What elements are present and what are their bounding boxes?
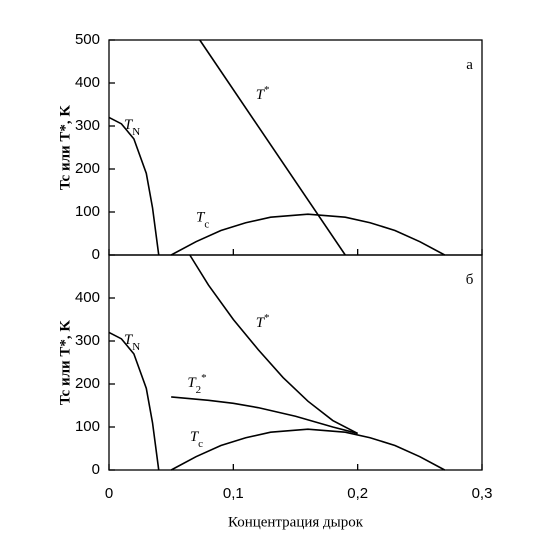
curve xyxy=(189,254,359,435)
curve xyxy=(170,213,446,256)
x-axis-label: Концентрация дырок xyxy=(228,514,364,530)
y-tick-label: 0 xyxy=(92,461,100,478)
curve xyxy=(108,116,160,256)
y-tick-label: 400 xyxy=(75,74,100,91)
y-axis-label: Tc или T*, K xyxy=(57,320,73,405)
y-tick-label: 200 xyxy=(75,375,100,392)
curve xyxy=(108,331,160,471)
y-tick-label: 0 xyxy=(92,246,100,263)
series-label: T* xyxy=(256,311,270,331)
y-tick-label: 300 xyxy=(75,117,100,134)
y-tick-label: 100 xyxy=(75,418,100,435)
y-tick-label: 200 xyxy=(75,160,100,177)
x-tick-label: 0,3 xyxy=(472,485,493,502)
x-tick-label: 0,2 xyxy=(347,485,368,502)
y-tick-label: 300 xyxy=(75,332,100,349)
plot-frame xyxy=(108,39,483,256)
panel-letter: б xyxy=(466,272,474,288)
series-label: T* xyxy=(256,83,270,103)
y-tick-label: 400 xyxy=(75,289,100,306)
curve xyxy=(170,428,446,471)
y-tick-label: 100 xyxy=(75,203,100,220)
y-axis-label: Tc или T*, K xyxy=(57,105,73,190)
x-tick-label: 0,1 xyxy=(223,485,244,502)
curve xyxy=(199,39,346,256)
series-label: Tc xyxy=(190,429,203,449)
curve xyxy=(171,396,358,435)
x-tick-label: 0 xyxy=(105,485,113,502)
y-tick-label: 500 xyxy=(75,31,100,48)
panel-letter: а xyxy=(466,57,473,73)
series-label: Tc xyxy=(196,210,209,230)
series-label: T2* xyxy=(187,372,206,396)
series-label: TN xyxy=(124,332,140,352)
series-label: TN xyxy=(124,117,140,137)
plot-frame xyxy=(108,254,483,471)
